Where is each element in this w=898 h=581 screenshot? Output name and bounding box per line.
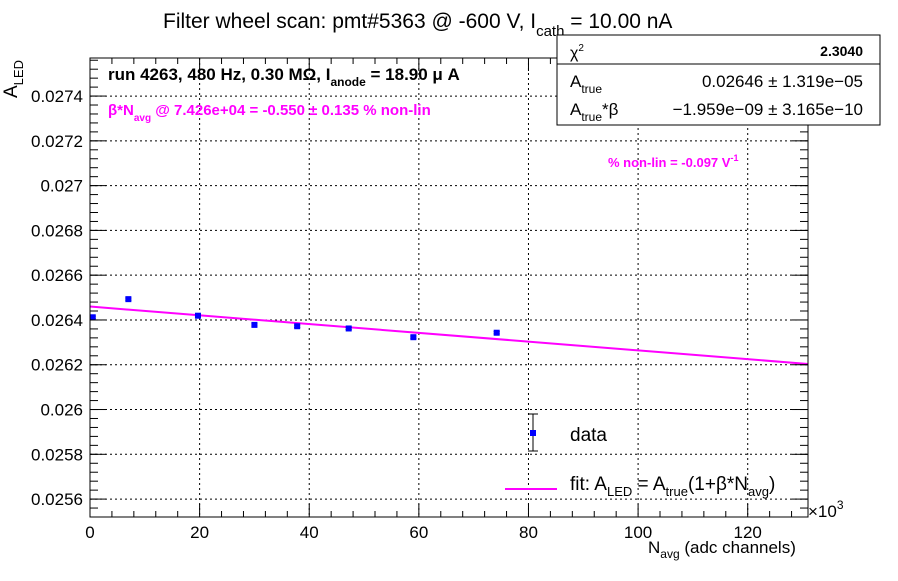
x-tick-label: 0: [85, 523, 94, 542]
legend-data-marker: [530, 430, 536, 436]
y-tick-label: 0.0272: [31, 132, 83, 151]
y-tick-labels: 0.0256 0.0258 0.026 0.0262 0.0264 0.0266 0.026…: [31, 87, 83, 509]
stats-box: χ2 2.3040 Atrue 0.02646 ± 1.319e−05 Atru…: [556, 34, 881, 126]
legend-fit-label: fit: ALED = Atrue(1+β*Navg): [570, 474, 775, 499]
stats-box-frame: [556, 34, 881, 126]
run-info-annotation: run 4263, 480 Hz, 0.30 MΩ, Ianode = 18.9…: [108, 65, 460, 89]
beta-nonlin-annotation: β*Navg @ 7.426e+04 = -0.550 ± 0.135 % no…: [108, 102, 431, 124]
fit-line-group: [89, 305, 809, 365]
y-tick-label: 0.0266: [31, 266, 83, 285]
data-point: [125, 296, 132, 303]
y-tick-label: 0.0262: [31, 356, 83, 375]
x-tick-label: 20: [190, 523, 209, 542]
x-tick-label: 40: [300, 523, 319, 542]
x-tick-labels: 0 20 40 60 80 100 120: [85, 523, 762, 542]
data-points: [89, 296, 500, 341]
stats-chi2-label: χ2: [570, 43, 584, 62]
y-tick-label: 0.0258: [31, 445, 83, 464]
y-tick-label: 0.0264: [31, 311, 83, 330]
stats-chi2-value: 2.3040: [820, 43, 863, 59]
y-tick-label: 0.0274: [31, 87, 83, 106]
y-tick-label: 0.0256: [31, 490, 83, 509]
grid-lines: [90, 58, 808, 517]
x-tick-label: 120: [734, 523, 762, 542]
stats-abeta-label: Atrue*β: [570, 100, 619, 124]
stats-atrue-label: Atrue: [570, 72, 602, 96]
axes: [89, 57, 809, 518]
y-tick-label: 0.027: [40, 177, 83, 196]
nonlin-per-volt-annotation: % non-lin = -0.097 V-1: [608, 153, 738, 170]
x-tick-label: 100: [624, 523, 652, 542]
fit-line: [89, 305, 809, 365]
y-tick-label: 0.026: [40, 401, 83, 420]
data-point: [294, 323, 301, 330]
legend-data-label: data: [570, 425, 607, 446]
y-tick-label: 0.0268: [31, 221, 83, 240]
data-point: [194, 312, 201, 319]
data-point: [345, 325, 352, 332]
x-tick-label: 80: [519, 523, 538, 542]
x-axis-label: Navg (adc channels): [648, 538, 796, 561]
x-axis-multiplier: ×103: [808, 498, 844, 521]
data-point: [410, 334, 417, 341]
data-point: [89, 314, 96, 321]
stats-abeta-value: −1.959e−09 ± 3.165e−10: [673, 100, 863, 119]
data-point: [493, 329, 500, 336]
x-tick-label: 60: [409, 523, 428, 542]
legend: data fit: ALED = Atrue(1+β*Navg): [505, 413, 775, 499]
chart-title: Filter wheel scan: pmt#5363 @ -600 V, Ic…: [163, 10, 672, 40]
plot-frame: [89, 57, 809, 518]
stats-atrue-value: 0.02646 ± 1.319e−05: [702, 72, 863, 91]
data-point: [251, 321, 258, 328]
y-axis-label: ALED: [1, 60, 26, 98]
